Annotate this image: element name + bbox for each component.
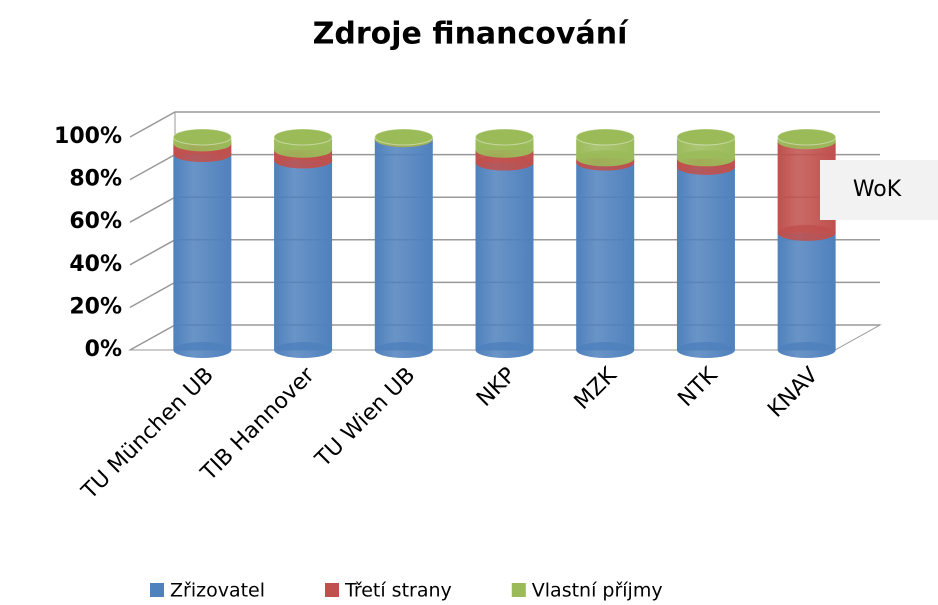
y-tick-label: 20% bbox=[69, 294, 122, 319]
x-tick-label: NKP bbox=[472, 363, 521, 412]
bar-top bbox=[777, 128, 837, 146]
y-tick-label: 40% bbox=[69, 252, 122, 277]
x-tick-label: TU München UB bbox=[77, 363, 219, 505]
bar-top bbox=[676, 128, 736, 146]
bar bbox=[475, 162, 534, 350]
bar-top bbox=[374, 128, 434, 146]
legend-label: Vlastní příjmy bbox=[532, 580, 663, 602]
y-tick-label: 60% bbox=[69, 209, 122, 234]
x-tick-label: MZK bbox=[570, 362, 622, 414]
bar-top bbox=[273, 128, 333, 146]
legend-label: Třetí strany bbox=[344, 580, 452, 602]
bar bbox=[777, 232, 836, 350]
x-tick-label: KNAV bbox=[763, 363, 823, 423]
bar bbox=[274, 160, 333, 350]
annotation: WoK bbox=[853, 177, 902, 202]
legend-swatch bbox=[511, 583, 526, 597]
bar-top bbox=[575, 128, 635, 146]
x-tick-label: TU Wien UB bbox=[310, 363, 420, 473]
x-tick-label: NTK bbox=[673, 362, 722, 411]
bar bbox=[374, 139, 433, 350]
bar bbox=[576, 162, 635, 350]
legend-swatch bbox=[150, 583, 164, 597]
bar-top bbox=[475, 128, 534, 146]
legend-swatch bbox=[325, 583, 340, 597]
bar bbox=[173, 154, 232, 350]
legend-label: Zřizovatel bbox=[170, 580, 265, 602]
y-tick-label: 0% bbox=[85, 337, 122, 362]
bar bbox=[676, 166, 735, 350]
y-tick-label: 80% bbox=[69, 167, 122, 192]
y-tick-label: 100% bbox=[54, 124, 122, 149]
annotation-box bbox=[820, 160, 938, 220]
bar-top bbox=[172, 128, 232, 146]
chart-title: Zdroje financování bbox=[313, 17, 629, 52]
